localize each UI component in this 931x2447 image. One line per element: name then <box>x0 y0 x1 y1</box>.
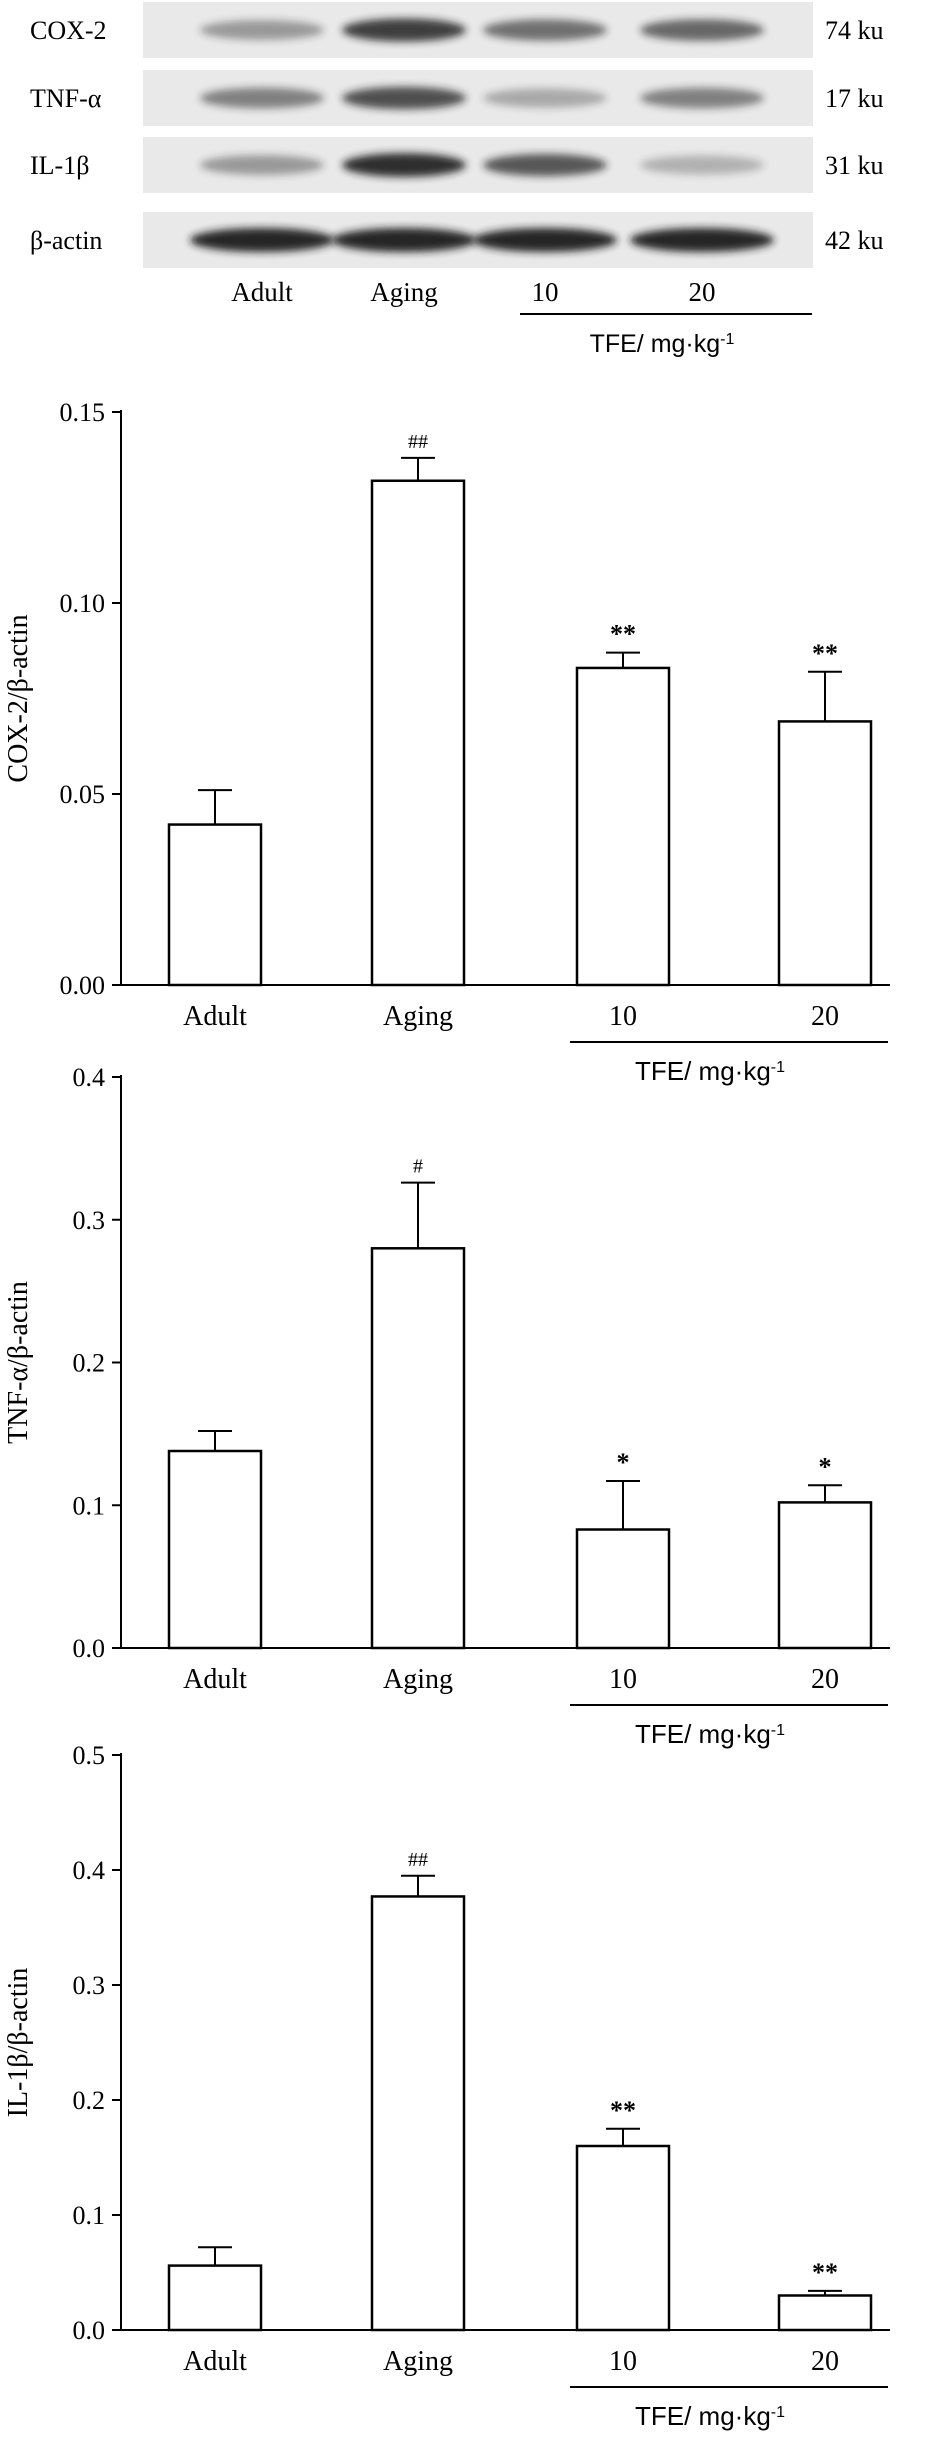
x-tick-label: 20 <box>811 1001 839 1032</box>
y-tick-label: 0.3 <box>73 1971 106 2000</box>
blot-size-label: 74 ku <box>825 16 884 45</box>
blot-band <box>640 19 764 41</box>
blot-band <box>342 153 466 177</box>
y-axis-label: TNF-α/β-actin <box>3 1281 34 1444</box>
y-tick-label: 0.1 <box>73 2201 106 2230</box>
y-tick-label: 0.5 <box>73 1741 106 1770</box>
x-tick-label: Adult <box>183 1001 247 1032</box>
y-tick-label: 0.0 <box>73 1634 106 1663</box>
bar <box>370 479 466 987</box>
y-tick-label: 0.00 <box>60 971 106 1000</box>
blot-band <box>640 87 764 109</box>
bar <box>575 1528 671 1650</box>
blot-size-label: 17 ku <box>825 84 884 113</box>
blot-band <box>483 19 607 41</box>
blot-band <box>190 228 334 252</box>
y-tick-label: 0.2 <box>73 2086 106 2115</box>
y-tick-label: 0.10 <box>60 589 106 618</box>
bar <box>167 1449 263 1650</box>
blot-size-label: 31 ku <box>825 151 884 180</box>
x-tick-label: Adult <box>183 1664 247 1695</box>
x-tick-label: Aging <box>383 2346 453 2377</box>
y-tick-label: 0.05 <box>60 780 106 809</box>
significance-label: ** <box>812 2258 838 2287</box>
significance-label: * <box>617 1448 630 1477</box>
x-tick-label: Aging <box>383 1001 453 1032</box>
y-tick-label: 0.4 <box>73 1856 106 1885</box>
x-tick-label: 10 <box>609 1001 637 1032</box>
blot-band <box>200 155 324 175</box>
blot-band <box>483 88 607 108</box>
x-tick-label: Aging <box>383 1664 453 1695</box>
significance-label: ## <box>408 1849 428 1871</box>
bar <box>777 720 873 987</box>
bar <box>575 666 671 987</box>
significance-label: # <box>413 1156 423 1178</box>
blot-row-label: IL-1β <box>30 151 89 180</box>
bar <box>370 1247 466 1650</box>
bar <box>167 823 263 987</box>
y-axis-label: COX-2/β-actin <box>3 614 34 782</box>
group-label: TFE/ mg·kg-1 <box>635 2401 785 2431</box>
blot-band <box>200 87 324 109</box>
y-tick-label: 0.15 <box>60 398 106 427</box>
significance-label: ** <box>610 2096 636 2125</box>
y-axis-label: IL-1β/β-actin <box>3 1968 34 2118</box>
significance-label: ** <box>812 639 838 668</box>
group-label: TFE/ mg·kg-1 <box>635 1719 785 1749</box>
blot-lane-label: 20 <box>689 277 716 307</box>
x-tick-label: 20 <box>811 2346 839 2377</box>
blot-band <box>473 228 617 252</box>
y-tick-label: 0.3 <box>73 1206 106 1235</box>
blot-group-label: TFE/ mg·kg-1 <box>590 330 735 358</box>
significance-label: ## <box>408 431 428 453</box>
blot-band <box>630 228 774 252</box>
x-tick-label: Adult <box>183 2346 247 2377</box>
y-tick-label: 0.2 <box>73 1349 106 1378</box>
significance-label: ** <box>610 620 636 649</box>
blot-band <box>200 20 324 40</box>
blot-lane-label: Aging <box>370 277 438 307</box>
bar <box>167 2264 263 2332</box>
y-tick-label: 0.1 <box>73 1491 106 1520</box>
bar <box>370 1895 466 2332</box>
group-label: TFE/ mg·kg-1 <box>635 1056 785 1086</box>
blot-lane-label: 10 <box>532 277 559 307</box>
bar <box>777 2294 873 2332</box>
blot-row-label: TNF-α <box>30 84 102 113</box>
x-tick-label: 20 <box>811 1664 839 1695</box>
y-tick-label: 0.4 <box>73 1063 106 1092</box>
blot-band <box>640 155 764 175</box>
blot-band <box>342 18 466 42</box>
blot-band <box>342 86 466 110</box>
blot-row-label: COX-2 <box>30 16 107 45</box>
significance-label: * <box>819 1452 832 1481</box>
blot-size-label: 42 ku <box>825 226 884 255</box>
blot-lane-label: Adult <box>231 277 293 307</box>
blot-band <box>483 153 607 177</box>
x-tick-label: 10 <box>609 2346 637 2377</box>
bar <box>575 2144 671 2332</box>
bar <box>777 1501 873 1650</box>
blot-row-label: β-actin <box>30 226 102 255</box>
blot-band <box>332 228 476 252</box>
y-tick-label: 0.0 <box>73 2316 106 2345</box>
x-tick-label: 10 <box>609 1664 637 1695</box>
